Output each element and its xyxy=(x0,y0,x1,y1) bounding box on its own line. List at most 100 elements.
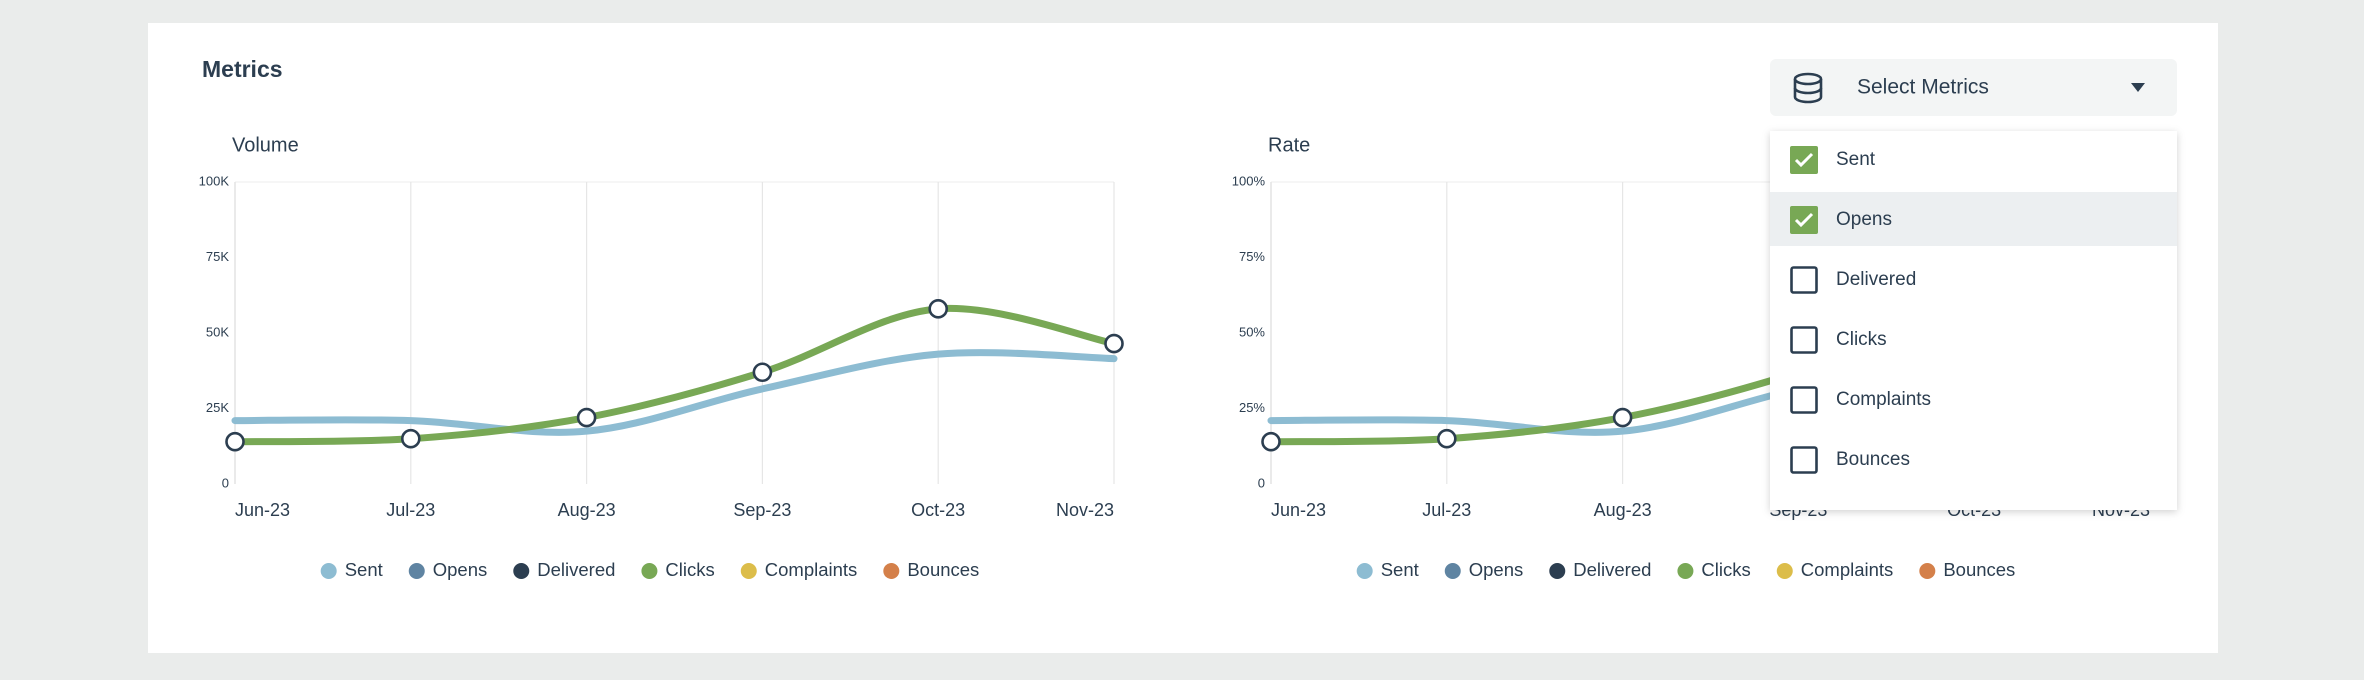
y-tick-label: 0 xyxy=(1258,475,1265,490)
legend-label: Delivered xyxy=(1573,559,1651,580)
option[interactable]: Delivered xyxy=(1790,266,1917,294)
option[interactable]: Clicks xyxy=(1790,326,1887,354)
checkbox[interactable] xyxy=(1790,326,1818,354)
options: Sent Opens Delivered Clicks Complaints Bounce… xyxy=(1770,146,2177,474)
legend-swatch xyxy=(883,563,900,579)
point-marker xyxy=(1437,428,1457,449)
y-tick-label: 100% xyxy=(1232,173,1266,188)
x-tick-label: Jun-23 xyxy=(1271,500,1326,520)
option[interactable]: Opens xyxy=(1770,192,2177,246)
point-marker xyxy=(225,431,245,452)
option[interactable]: Bounces xyxy=(1790,446,1910,474)
option[interactable]: Sent xyxy=(1790,146,1876,174)
option-highlight xyxy=(1770,192,2177,246)
legend-item[interactable]: Clicks xyxy=(641,559,715,580)
menu-panel xyxy=(1770,131,2177,510)
x-tick-label: Aug-23 xyxy=(558,500,616,520)
point-marker xyxy=(752,362,773,383)
legend-label: Complaints xyxy=(765,559,858,580)
chart: Volume 0 25K 50K 75K 100K Jun-23 Jul-23 Aug-23 Se… xyxy=(199,134,1124,580)
legend-swatch xyxy=(408,563,425,579)
legend-swatch xyxy=(1919,563,1936,579)
legend-label: Clicks xyxy=(665,559,714,580)
point-marker xyxy=(928,299,949,319)
legend-label: Clicks xyxy=(1701,559,1750,580)
y-tick-label: 25% xyxy=(1239,400,1265,415)
page-title: Metrics xyxy=(202,56,283,82)
legend-label: Opens xyxy=(1469,559,1524,580)
legend-item[interactable]: Delivered xyxy=(513,559,615,580)
database-icon xyxy=(1793,72,1823,104)
option-label: Clicks xyxy=(1836,329,1887,350)
chart-title: Volume xyxy=(232,134,299,156)
x-tick-label: Jun-23 xyxy=(235,500,290,520)
y-tick-label: 25K xyxy=(206,400,229,415)
legend-swatch xyxy=(740,563,757,579)
series-line xyxy=(231,349,1118,436)
legend-item[interactable]: Bounces xyxy=(883,559,979,580)
x-tick-label: Sep-23 xyxy=(733,500,791,520)
checkmark xyxy=(1794,152,1814,168)
y-tick-label: 100K xyxy=(199,173,230,188)
select-label: Select Metrics xyxy=(1857,76,1989,99)
legend-item[interactable]: Opens xyxy=(408,559,488,580)
legend-swatch xyxy=(1677,563,1694,579)
select-metrics: Select Metrics Sent Opens Delivered Clicks C… xyxy=(1770,59,2177,510)
legend: Sent Opens Delivered Clicks Complaints Bounce… xyxy=(320,559,979,580)
legend-swatch xyxy=(320,563,337,579)
y-tick-label: 50% xyxy=(1239,324,1265,339)
legend-item[interactable]: Clicks xyxy=(1677,559,1751,580)
legend-item[interactable]: Delivered xyxy=(1549,559,1651,580)
option-label: Sent xyxy=(1836,149,1876,170)
checkmark xyxy=(1794,212,1814,228)
legend-label: Complaints xyxy=(1801,559,1894,580)
checkbox[interactable] xyxy=(1790,446,1818,474)
x-tick-label: Aug-23 xyxy=(1594,500,1652,520)
legend-label: Bounces xyxy=(1943,559,2015,580)
legend-item[interactable]: Complaints xyxy=(1776,559,1894,580)
x-tick-label: Oct-23 xyxy=(911,500,965,520)
legend-swatch xyxy=(641,563,658,579)
option[interactable]: Complaints xyxy=(1790,386,1932,414)
legend-item[interactable]: Opens xyxy=(1444,559,1524,580)
legend: Sent Opens Delivered Clicks Complaints Bounce… xyxy=(1356,559,2015,580)
x-tick-label: Jul-23 xyxy=(386,500,435,520)
legend-swatch xyxy=(1356,563,1373,579)
chart-title: Rate xyxy=(1268,134,1310,156)
menu xyxy=(1770,131,2177,510)
series-line xyxy=(231,304,1118,446)
caret xyxy=(2131,83,2145,92)
legend-swatch xyxy=(1776,563,1793,579)
point-marker xyxy=(1612,407,1633,428)
checkbox[interactable] xyxy=(1790,266,1818,294)
legend-label: Sent xyxy=(1381,559,1419,580)
legend-item[interactable]: Sent xyxy=(1356,559,1419,580)
legend-swatch xyxy=(1549,563,1566,579)
legend-item[interactable]: Complaints xyxy=(740,559,858,580)
x-tick-label: Jul-23 xyxy=(1422,500,1471,520)
legend-label: Opens xyxy=(433,559,488,580)
option-label: Opens xyxy=(1836,209,1892,230)
legend-item[interactable]: Sent xyxy=(320,559,383,580)
y-tick-label: 50K xyxy=(206,324,229,339)
legend-label: Delivered xyxy=(537,559,615,580)
legend-item[interactable]: Bounces xyxy=(1919,559,2015,580)
option-label: Delivered xyxy=(1836,269,1916,290)
x-tick-label: Nov-23 xyxy=(1056,500,1114,520)
y-tick-label: 0 xyxy=(222,475,229,490)
select-button[interactable] xyxy=(1770,59,2177,116)
checkbox[interactable] xyxy=(1790,386,1818,414)
point-marker xyxy=(1104,333,1124,354)
legend-swatch xyxy=(1444,563,1461,579)
point-marker xyxy=(400,428,421,449)
option-label: Complaints xyxy=(1836,389,1931,410)
option-label: Bounces xyxy=(1836,449,1910,470)
y-tick-label: 75% xyxy=(1239,249,1265,264)
legend-label: Bounces xyxy=(907,559,979,580)
legend-label: Sent xyxy=(345,559,383,580)
point-marker xyxy=(1261,431,1281,452)
point-marker xyxy=(576,407,597,428)
y-tick-label: 75K xyxy=(206,249,229,264)
legend-swatch xyxy=(513,563,530,579)
